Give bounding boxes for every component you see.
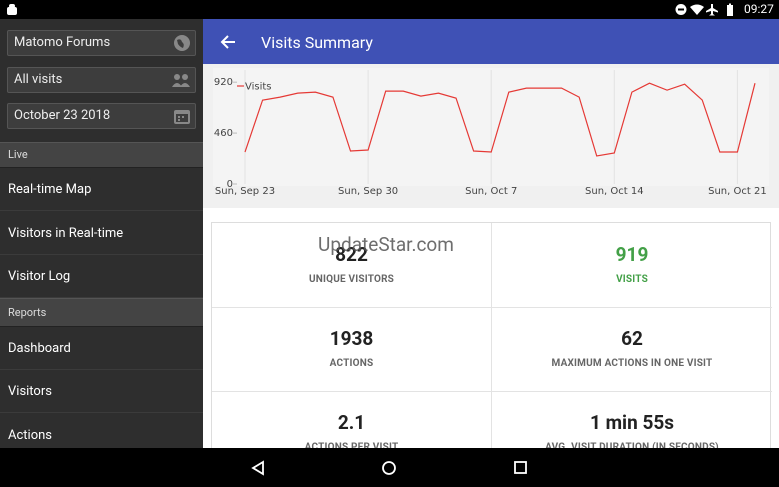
- home-key[interactable]: [381, 460, 397, 476]
- menu-item[interactable]: Visitor Log: [0, 255, 203, 298]
- metric-value: 1938: [329, 327, 374, 350]
- date-selector[interactable]: October 23 2018: [7, 103, 196, 129]
- metric-value: 2.1: [337, 411, 366, 434]
- y-tick-label: 920: [214, 77, 233, 88]
- x-tick-label: Sun, Sep 23: [215, 186, 275, 197]
- recents-key[interactable]: [513, 460, 529, 476]
- calendar-icon: [174, 110, 190, 124]
- metric-value: 62: [621, 327, 643, 350]
- android-icon: [7, 4, 17, 15]
- x-tick-label: Sun, Oct 21: [708, 186, 767, 197]
- metric-value: 919: [615, 243, 649, 266]
- segment-name: All visits: [14, 72, 63, 87]
- metric-value: 1 min 55s: [589, 411, 675, 434]
- metric-card: 62 MAXIMUM ACTIONS IN ONE VISIT: [492, 307, 772, 392]
- legend-label: Visits: [245, 82, 272, 93]
- x-tick-label: Sun, Oct 14: [585, 186, 644, 197]
- back-key[interactable]: [250, 460, 266, 476]
- line: [244, 82, 756, 157]
- y-tick-label: 0: [227, 179, 233, 190]
- chart: Sun, Sep 23 Sun, Sep 30 Sun, Oct 7 Sun, Oct…: [213, 68, 769, 197]
- back-button[interactable]: [220, 34, 236, 50]
- menu-item[interactable]: Visitors in Real-time: [0, 212, 203, 255]
- x-tick-label: Sun, Sep 30: [338, 186, 398, 197]
- sidebar: Matomo Forums All visits October 23 2018…: [0, 19, 203, 457]
- status-bar: 09:27: [0, 0, 779, 19]
- site-name: Matomo Forums: [14, 35, 111, 50]
- app-bar: Visits Summary: [203, 19, 779, 64]
- status-icons: [675, 3, 733, 16]
- metric-label: ACTIONS: [329, 358, 374, 369]
- metric-label: ACTIONS PER VISIT: [212, 442, 491, 453]
- metric-card: 919 VISITS: [492, 223, 772, 308]
- metric-label: UNIQUE VISITORS: [308, 274, 395, 285]
- page-title: Visits Summary: [261, 33, 373, 52]
- menu-item[interactable]: Dashboard: [0, 327, 203, 370]
- metric-label: MAXIMUM ACTIONS IN ONE VISIT: [551, 358, 713, 369]
- y-tick-label: 460: [214, 128, 233, 139]
- metric-label: VISITS: [616, 274, 648, 285]
- globe-icon: [174, 35, 190, 51]
- metric-card: 1938 ACTIONS: [212, 307, 492, 392]
- metric-card: 822 UNIQUE VISITORS: [212, 223, 492, 308]
- x-tick-label: Sun, Oct 7: [465, 186, 517, 197]
- navigation-bar: [0, 448, 779, 487]
- menu-item[interactable]: Visitors: [0, 370, 203, 413]
- metric-label: AVG. VISIT DURATION (IN SECONDS): [492, 442, 772, 453]
- date: October 23 2018: [14, 108, 111, 123]
- metrics-panel: 822 UNIQUE VISITORS 919 VISITS 1938 ACTIONS 62…: [211, 222, 772, 476]
- segment-selector[interactable]: All visits: [7, 67, 196, 93]
- site-selector[interactable]: Matomo Forums: [7, 30, 196, 56]
- clock: 09:27: [744, 2, 774, 16]
- section-header: Reports: [0, 298, 203, 327]
- chart-panel: Sun, Sep 23 Sun, Sep 30 Sun, Oct 7 Sun, Oct…: [203, 64, 779, 208]
- metric-value: 822: [335, 243, 368, 266]
- section-header: Live: [0, 142, 203, 168]
- watermark: UpdateStar.com: [318, 233, 454, 256]
- people-icon: [172, 74, 190, 87]
- menu-item[interactable]: Real-time Map: [0, 168, 203, 211]
